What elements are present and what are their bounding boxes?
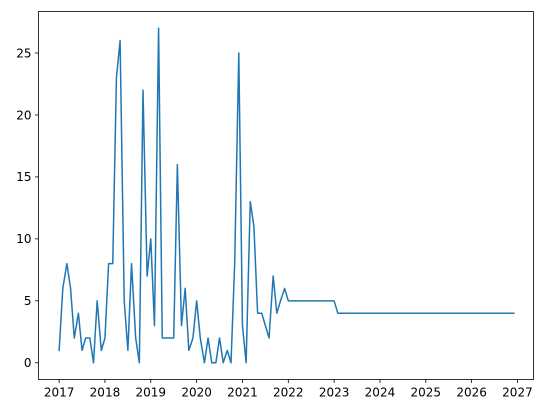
y-tick-label: 10 bbox=[16, 232, 31, 246]
x-tick-label: 2025 bbox=[411, 386, 442, 400]
x-tick-label: 2022 bbox=[273, 386, 304, 400]
y-tick-label: 15 bbox=[16, 170, 31, 184]
x-tick-label: 2026 bbox=[456, 386, 487, 400]
x-tick-label: 2024 bbox=[365, 386, 396, 400]
x-tick-label: 2017 bbox=[44, 386, 75, 400]
x-tick-label: 2020 bbox=[181, 386, 212, 400]
y-axis: 0 5 10 15 20 25 bbox=[16, 46, 39, 370]
x-tick-label: 2023 bbox=[319, 386, 350, 400]
series-line-0 bbox=[58, 27, 515, 364]
x-tick-label: 2018 bbox=[90, 386, 121, 400]
x-tick-label: 2021 bbox=[227, 386, 258, 400]
series-layer bbox=[58, 27, 515, 364]
axes-frame bbox=[38, 11, 534, 380]
x-axis: 2017 2018 2019 2020 2021 2022 2023 2024 2025 2026… bbox=[44, 379, 533, 400]
x-tick-label: 2019 bbox=[136, 386, 167, 400]
x-tick-label: 2027 bbox=[502, 386, 533, 400]
y-tick-label: 20 bbox=[16, 108, 31, 122]
y-tick-label: 25 bbox=[16, 46, 31, 60]
plot-area bbox=[38, 11, 534, 380]
y-tick-label: 0 bbox=[24, 356, 32, 370]
y-tick-label: 5 bbox=[24, 294, 32, 308]
